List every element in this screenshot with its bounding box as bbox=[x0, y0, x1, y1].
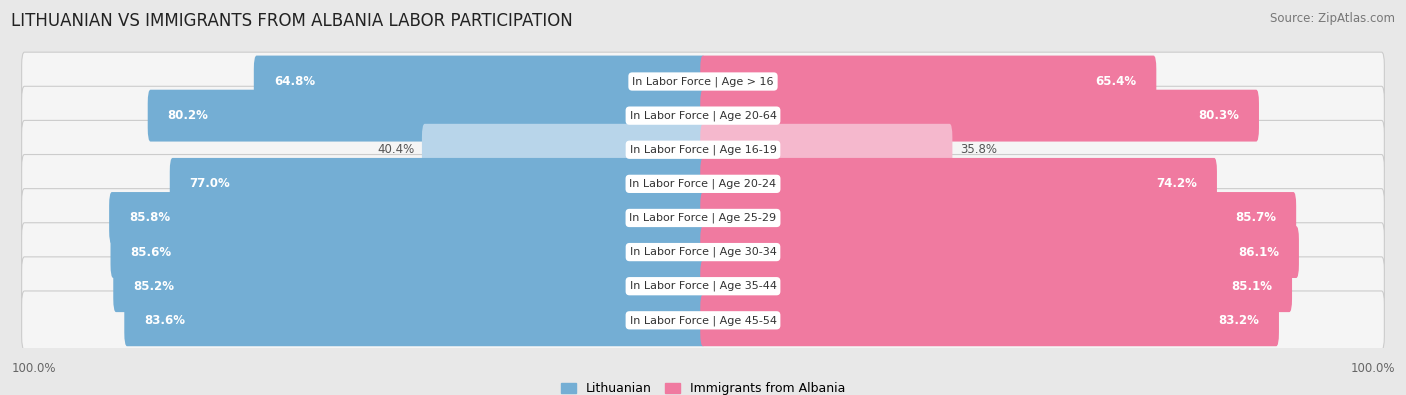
FancyBboxPatch shape bbox=[422, 124, 706, 176]
FancyBboxPatch shape bbox=[21, 52, 1385, 111]
FancyBboxPatch shape bbox=[21, 120, 1385, 179]
Text: 85.7%: 85.7% bbox=[1236, 211, 1277, 224]
Text: In Labor Force | Age 20-24: In Labor Force | Age 20-24 bbox=[630, 179, 776, 189]
Text: 85.2%: 85.2% bbox=[134, 280, 174, 293]
Text: 65.4%: 65.4% bbox=[1095, 75, 1136, 88]
Text: 35.8%: 35.8% bbox=[960, 143, 997, 156]
Text: 40.4%: 40.4% bbox=[377, 143, 415, 156]
Text: 83.2%: 83.2% bbox=[1218, 314, 1258, 327]
FancyBboxPatch shape bbox=[110, 192, 706, 244]
FancyBboxPatch shape bbox=[148, 90, 706, 141]
FancyBboxPatch shape bbox=[700, 294, 1279, 346]
FancyBboxPatch shape bbox=[21, 291, 1385, 350]
Text: In Labor Force | Age 16-19: In Labor Force | Age 16-19 bbox=[630, 145, 776, 155]
Text: In Labor Force | Age 35-44: In Labor Force | Age 35-44 bbox=[630, 281, 776, 292]
FancyBboxPatch shape bbox=[700, 124, 952, 176]
Text: 74.2%: 74.2% bbox=[1156, 177, 1197, 190]
FancyBboxPatch shape bbox=[700, 56, 1156, 107]
Text: 83.6%: 83.6% bbox=[145, 314, 186, 327]
Text: In Labor Force | Age > 16: In Labor Force | Age > 16 bbox=[633, 76, 773, 87]
Legend: Lithuanian, Immigrants from Albania: Lithuanian, Immigrants from Albania bbox=[561, 382, 845, 395]
Text: 80.3%: 80.3% bbox=[1198, 109, 1239, 122]
Text: LITHUANIAN VS IMMIGRANTS FROM ALBANIA LABOR PARTICIPATION: LITHUANIAN VS IMMIGRANTS FROM ALBANIA LA… bbox=[11, 12, 574, 30]
Text: 80.2%: 80.2% bbox=[167, 109, 208, 122]
FancyBboxPatch shape bbox=[700, 192, 1296, 244]
Text: 100.0%: 100.0% bbox=[1350, 362, 1395, 375]
FancyBboxPatch shape bbox=[700, 158, 1218, 210]
Text: In Labor Force | Age 30-34: In Labor Force | Age 30-34 bbox=[630, 247, 776, 257]
Text: 86.1%: 86.1% bbox=[1237, 246, 1279, 259]
FancyBboxPatch shape bbox=[700, 226, 1299, 278]
FancyBboxPatch shape bbox=[700, 260, 1292, 312]
Text: 85.6%: 85.6% bbox=[131, 246, 172, 259]
FancyBboxPatch shape bbox=[111, 226, 706, 278]
FancyBboxPatch shape bbox=[21, 154, 1385, 213]
FancyBboxPatch shape bbox=[21, 189, 1385, 247]
Text: 85.1%: 85.1% bbox=[1232, 280, 1272, 293]
Text: In Labor Force | Age 25-29: In Labor Force | Age 25-29 bbox=[630, 213, 776, 223]
Text: 85.8%: 85.8% bbox=[129, 211, 170, 224]
FancyBboxPatch shape bbox=[21, 257, 1385, 316]
FancyBboxPatch shape bbox=[21, 86, 1385, 145]
Text: In Labor Force | Age 45-54: In Labor Force | Age 45-54 bbox=[630, 315, 776, 325]
Text: 100.0%: 100.0% bbox=[11, 362, 56, 375]
FancyBboxPatch shape bbox=[254, 56, 706, 107]
Text: In Labor Force | Age 20-64: In Labor Force | Age 20-64 bbox=[630, 110, 776, 121]
FancyBboxPatch shape bbox=[21, 223, 1385, 281]
FancyBboxPatch shape bbox=[124, 294, 706, 346]
Text: 64.8%: 64.8% bbox=[274, 75, 315, 88]
Text: 77.0%: 77.0% bbox=[190, 177, 231, 190]
FancyBboxPatch shape bbox=[170, 158, 706, 210]
FancyBboxPatch shape bbox=[114, 260, 706, 312]
FancyBboxPatch shape bbox=[700, 90, 1258, 141]
Text: Source: ZipAtlas.com: Source: ZipAtlas.com bbox=[1270, 12, 1395, 25]
